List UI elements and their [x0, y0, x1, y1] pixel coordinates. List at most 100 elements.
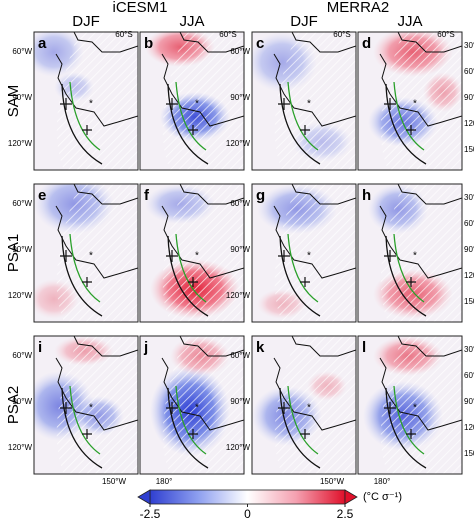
- cross: [166, 402, 198, 439]
- panel-frame: [357, 335, 463, 475]
- hatching: [162, 184, 244, 322]
- hatching: [380, 184, 462, 322]
- lon-label: 90°W: [230, 245, 250, 254]
- panel-letter: c: [256, 35, 264, 52]
- cross: [278, 250, 310, 287]
- panel-letter: e: [38, 187, 46, 204]
- coastline: [55, 184, 138, 279]
- colorbar-tick-label: 2.5: [337, 507, 354, 521]
- trajectory: [61, 235, 103, 317]
- colorbar-tick-label: -2.5: [140, 507, 161, 521]
- colorbar-tick-label: 0: [244, 507, 251, 521]
- season-title: DJF: [290, 13, 318, 30]
- coastline: [379, 336, 462, 431]
- coastline: [55, 336, 138, 431]
- cross: [278, 98, 310, 135]
- panel-letter: i: [38, 339, 42, 356]
- cross: [384, 250, 416, 287]
- lon-label: 90°E: [464, 397, 474, 406]
- lon-label: 90°W: [12, 245, 32, 254]
- lon-label: 90°E: [464, 245, 474, 254]
- cross: [60, 98, 92, 135]
- panel-frame: [33, 335, 139, 475]
- hatching: [274, 184, 356, 322]
- lon-label: 120°W: [226, 291, 251, 300]
- coastline: [161, 32, 244, 127]
- hatching: [274, 336, 356, 474]
- trajectory-model: [69, 81, 101, 151]
- lon-label: 30°E: [464, 345, 474, 354]
- trajectory-model: [175, 81, 207, 151]
- lon-label: 120°W: [8, 443, 33, 452]
- panel-frame: [139, 335, 245, 475]
- lon-label: 60°W: [12, 199, 32, 208]
- star: *: [89, 403, 93, 414]
- row-label: SAM: [5, 85, 22, 118]
- star: *: [89, 251, 93, 262]
- star: *: [89, 99, 93, 110]
- hatching: [162, 32, 244, 170]
- star: *: [413, 99, 417, 110]
- lon-label: 60°E: [464, 219, 474, 228]
- colorbar-unit: (°C σ⁻¹): [363, 491, 402, 503]
- lon-label: 150°E: [464, 297, 474, 306]
- map-panel: *: [34, 336, 138, 474]
- map-panel: *: [358, 336, 462, 474]
- panel-frame: [357, 31, 463, 171]
- map-panel: *: [252, 32, 356, 170]
- panel-frame: [33, 183, 139, 323]
- lon-label: 120°E: [464, 119, 474, 128]
- lon-label: 90°W: [12, 93, 32, 102]
- panel-letter: h: [362, 187, 371, 204]
- cross: [60, 402, 92, 439]
- lon-label: 120°W: [226, 443, 251, 452]
- lon-label: 30°E: [464, 193, 474, 202]
- hatching: [56, 184, 138, 322]
- colorbar-arrow: [344, 489, 358, 505]
- panel-letter: f: [144, 187, 150, 204]
- coastline: [55, 32, 138, 127]
- map-panel: *: [358, 184, 462, 322]
- lon-label: 60°W: [230, 351, 250, 360]
- cross: [166, 98, 198, 135]
- map-panel: *: [252, 336, 356, 474]
- coastline: [379, 32, 462, 127]
- panel-frame: [139, 31, 245, 171]
- star: *: [413, 251, 417, 262]
- hatching: [380, 336, 462, 474]
- model-title: MERRA2: [327, 0, 390, 16]
- lon-label: 60°W: [230, 47, 250, 56]
- star: *: [195, 99, 199, 110]
- lon-label: 60°W: [12, 351, 32, 360]
- trajectory: [279, 83, 321, 165]
- trajectory-model: [393, 233, 425, 303]
- trajectory-model: [287, 385, 319, 455]
- trajectory: [279, 235, 321, 317]
- star: *: [195, 251, 199, 262]
- trajectory: [385, 387, 427, 469]
- cross: [384, 402, 416, 439]
- trajectory: [167, 83, 209, 165]
- lon-label: 180°: [374, 477, 391, 486]
- trajectory-model: [287, 233, 319, 303]
- season-title: JJA: [179, 13, 204, 30]
- cross: [60, 250, 92, 287]
- trajectory-model: [393, 81, 425, 151]
- trajectory: [385, 83, 427, 165]
- lon-label: 90°W: [12, 397, 32, 406]
- lon-label: 30°E: [464, 41, 474, 50]
- row-label: PSA2: [5, 386, 22, 424]
- lon-label: 120°W: [8, 139, 33, 148]
- lat-label: 60°S: [219, 30, 236, 39]
- season-title: DJF: [72, 13, 100, 30]
- trajectory: [279, 387, 321, 469]
- trajectory: [167, 235, 209, 317]
- trajectory-model: [175, 385, 207, 455]
- lon-label: 60°W: [230, 199, 250, 208]
- cross: [384, 98, 416, 135]
- star: *: [307, 99, 311, 110]
- panel-letter: j: [143, 339, 148, 356]
- trajectory: [61, 83, 103, 165]
- lat-label: 60°S: [115, 30, 132, 39]
